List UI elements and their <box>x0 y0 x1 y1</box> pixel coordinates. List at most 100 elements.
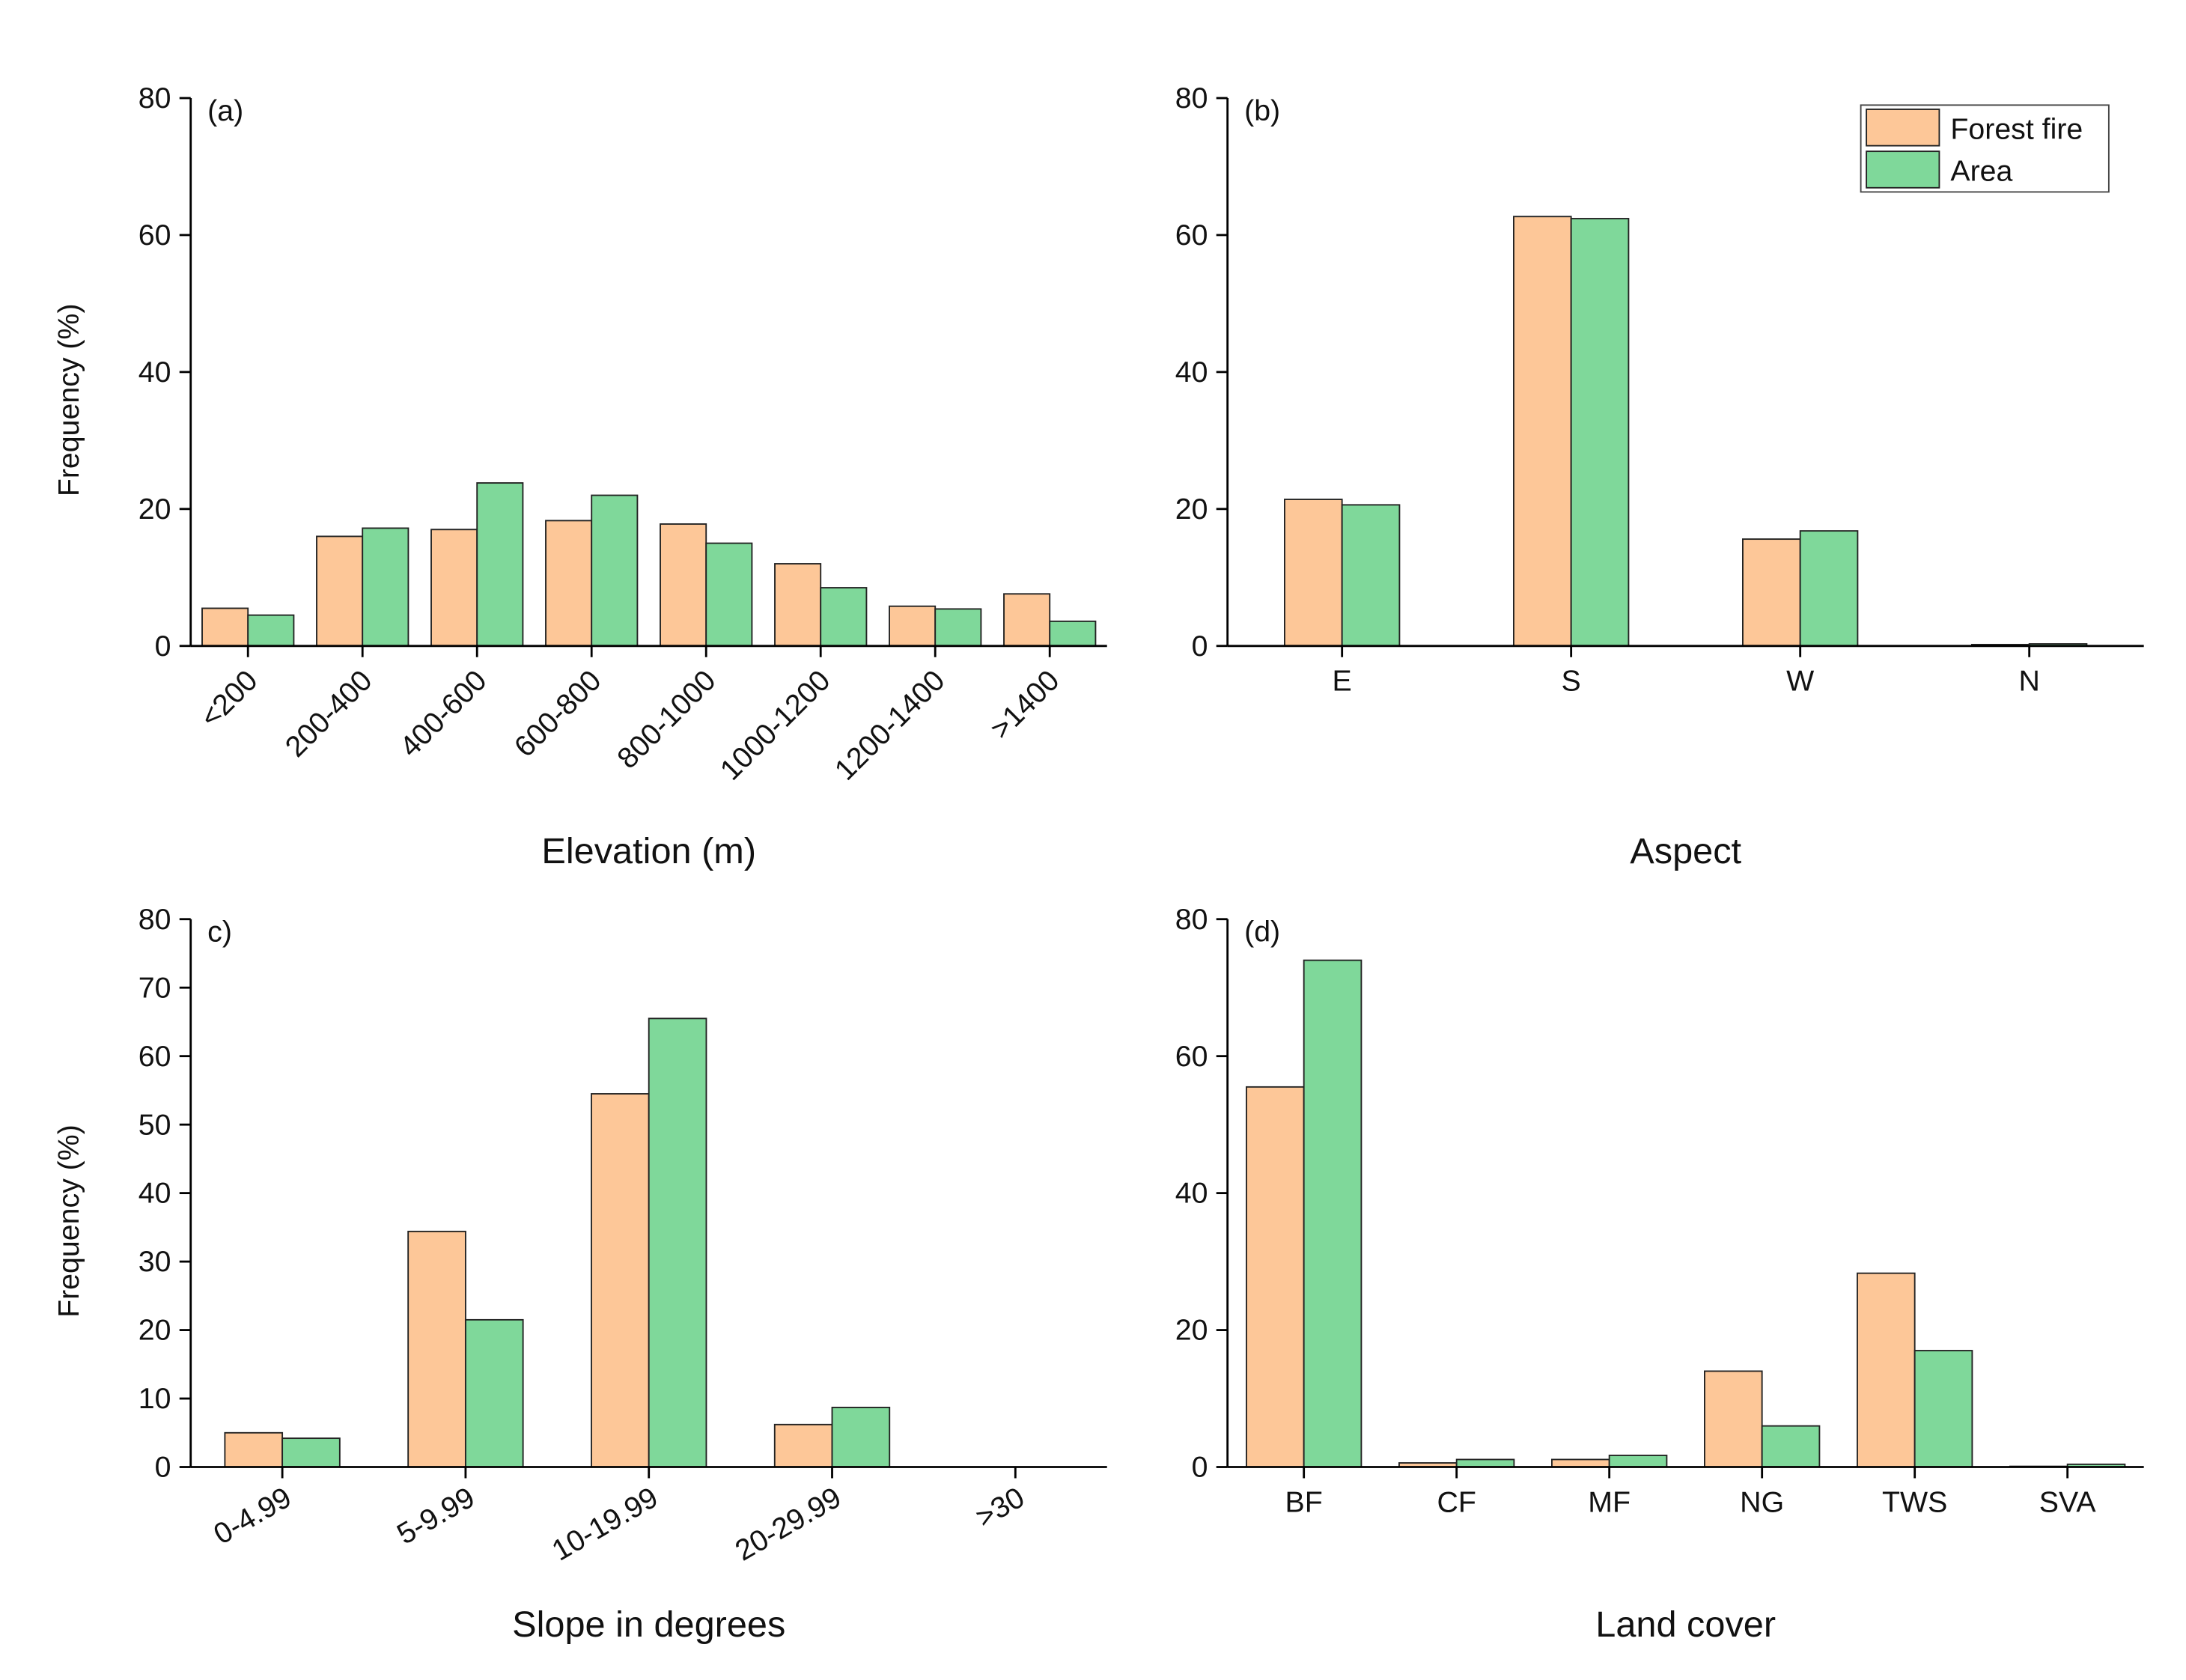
legend-label: Area <box>1950 154 2012 187</box>
panel-label: c) <box>207 916 232 949</box>
bar <box>430 529 478 647</box>
y-tick-label: 60 <box>138 219 171 252</box>
x-axis-label: Elevation (m) <box>541 831 756 871</box>
x-tick-label: TWS <box>1882 1485 1947 1518</box>
x-tick-label: 400-600 <box>393 664 493 764</box>
bar <box>247 614 295 647</box>
y-tick-label: 20 <box>138 1314 171 1347</box>
x-tick-label: 200-400 <box>278 664 378 764</box>
x-tick-label: <200 <box>194 664 264 734</box>
bar <box>889 605 937 647</box>
legend-swatch <box>1866 150 1940 189</box>
bar <box>773 1423 833 1468</box>
x-tick-label: S <box>1562 665 1581 698</box>
x-tick-label: 10-19.99 <box>546 1481 663 1568</box>
x-axis-label: Land cover <box>1595 1604 1776 1645</box>
x-tick-label: SVA <box>2039 1485 2097 1518</box>
bar <box>648 1017 707 1468</box>
bar <box>1049 620 1097 647</box>
y-tick-label: 60 <box>138 1040 171 1073</box>
y-tick-label: 40 <box>1175 1177 1208 1210</box>
bar <box>1003 593 1051 647</box>
bar <box>1513 216 1572 647</box>
bar <box>476 482 524 647</box>
bar <box>545 520 593 647</box>
y-tick-label: 20 <box>1175 493 1208 526</box>
bar <box>316 535 364 647</box>
x-tick-label: BF <box>1285 1485 1323 1518</box>
y-tick-label: 40 <box>138 356 171 389</box>
y-tick-label: 0 <box>155 1451 171 1484</box>
bar <box>1857 1272 1916 1468</box>
x-tick-label: N <box>2018 665 2039 698</box>
x-tick-label: 1000-1200 <box>714 664 837 787</box>
bar <box>362 527 410 647</box>
bar <box>934 608 982 647</box>
bar <box>201 607 249 647</box>
y-tick-label: 0 <box>155 630 171 663</box>
bar <box>224 1431 284 1468</box>
bar <box>1284 499 1343 647</box>
y-tick-label: 70 <box>138 971 171 1004</box>
y-tick-label: 10 <box>138 1382 171 1415</box>
bar <box>1913 1350 1973 1468</box>
bar <box>1742 538 1801 647</box>
bar <box>831 1407 891 1468</box>
x-tick-label: >30 <box>970 1481 1030 1534</box>
bar <box>407 1230 466 1468</box>
bar <box>1341 504 1401 647</box>
bar <box>281 1437 341 1468</box>
bar <box>1608 1455 1668 1468</box>
y-tick-label: 60 <box>1175 219 1208 252</box>
y-tick-label: 30 <box>138 1245 171 1278</box>
y-tick-label: 40 <box>1175 356 1208 389</box>
bar <box>1799 530 1859 647</box>
panel-label: (a) <box>207 94 243 127</box>
bar <box>1455 1458 1515 1468</box>
y-tick-label: 40 <box>138 1177 171 1210</box>
y-axis-label: Frequency (%) <box>52 1124 85 1318</box>
y-tick-label: 80 <box>138 903 171 936</box>
x-tick-label: CF <box>1437 1485 1476 1518</box>
y-tick-label: 50 <box>138 1108 171 1141</box>
legend-swatch <box>1866 109 1940 147</box>
y-tick-label: 20 <box>138 493 171 526</box>
panel-label: (d) <box>1244 916 1280 949</box>
bar <box>1551 1458 1610 1468</box>
x-tick-label: >1400 <box>984 664 1065 746</box>
y-tick-label: 0 <box>1192 1451 1208 1484</box>
x-tick-label: 0-4.99 <box>208 1481 297 1551</box>
x-axis-label: Aspect <box>1630 831 1741 871</box>
y-tick-label: 80 <box>1175 903 1208 936</box>
y-tick-label: 60 <box>1175 1040 1208 1073</box>
x-tick-label: 600-800 <box>508 664 607 764</box>
bar <box>705 542 753 647</box>
y-axis-label: Frequency (%) <box>52 303 85 496</box>
bar <box>591 494 639 647</box>
panel-label: (b) <box>1244 94 1280 127</box>
bar <box>591 1093 650 1468</box>
bar <box>1246 1086 1305 1468</box>
x-tick-label: NG <box>1740 1485 1784 1518</box>
bar <box>464 1318 524 1468</box>
x-tick-label: W <box>1786 665 1814 698</box>
x-tick-label: 5-9.99 <box>392 1481 481 1551</box>
x-tick-label: E <box>1333 665 1352 698</box>
y-tick-label: 80 <box>1175 82 1208 115</box>
y-tick-label: 20 <box>1175 1314 1208 1347</box>
x-tick-label: 20-29.99 <box>730 1481 847 1568</box>
bar <box>660 523 707 647</box>
bar <box>820 587 868 647</box>
x-axis-label: Slope in degrees <box>512 1604 785 1645</box>
bar <box>1570 218 1630 647</box>
y-tick-label: 0 <box>1192 630 1208 663</box>
y-tick-label: 80 <box>138 82 171 115</box>
bar <box>774 563 822 647</box>
x-tick-label: 1200-1400 <box>829 664 952 787</box>
bar <box>1303 959 1363 1468</box>
bar <box>1704 1370 1763 1468</box>
x-tick-label: 800-1000 <box>611 664 722 776</box>
bar <box>1761 1425 1821 1468</box>
